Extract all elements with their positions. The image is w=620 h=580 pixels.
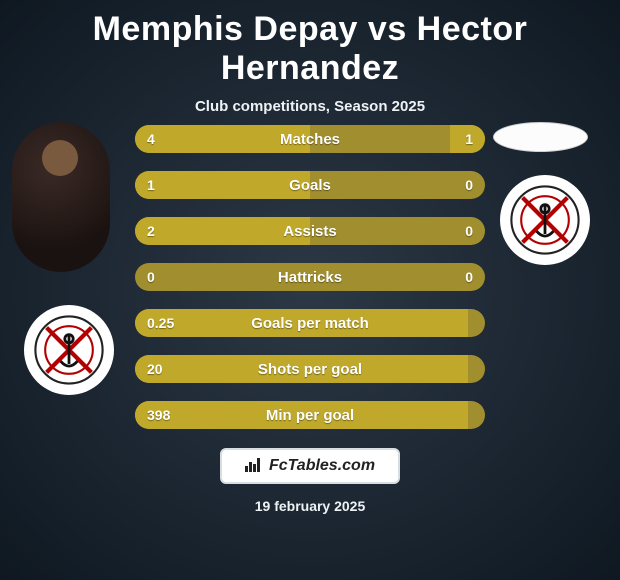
stat-row: 20Shots per goal [135,355,485,383]
stat-value-right: 0 [465,217,473,245]
stat-label: Shots per goal [135,355,485,383]
comparison-bar-chart: 4Matches11Goals02Assists00Hattricks00.25… [135,125,485,447]
player-left-photo [12,122,110,272]
stat-row: 0Hattricks0 [135,263,485,291]
stat-label: Matches [135,125,485,153]
comparison-subtitle: Club competitions, Season 2025 [0,98,620,115]
stat-value-right: 0 [465,171,473,199]
stat-row: 4Matches1 [135,125,485,153]
stat-row: 398Min per goal [135,401,485,429]
comparison-date: 19 february 2025 [0,498,620,514]
stat-row: 2Assists0 [135,217,485,245]
brand-text: FcTables.com [269,457,375,475]
stat-label: Goals per match [135,309,485,337]
anchor-crest-icon [34,315,104,385]
stat-label: Goals [135,171,485,199]
anchor-crest-icon [510,185,580,255]
stat-label: Min per goal [135,401,485,429]
bars-icon [245,456,263,477]
stat-value-right: 0 [465,263,473,291]
stat-label: Hattricks [135,263,485,291]
club-badge-right [500,175,590,265]
stat-row: 0.25Goals per match [135,309,485,337]
comparison-title: Memphis Depay vs Hector Hernandez [0,0,620,88]
stat-row: 1Goals0 [135,171,485,199]
club-badge-left [24,305,114,395]
player-right-photo [493,122,588,152]
stat-value-right: 1 [465,125,473,153]
stat-label: Assists [135,217,485,245]
brand-logo: FcTables.com [220,448,400,484]
